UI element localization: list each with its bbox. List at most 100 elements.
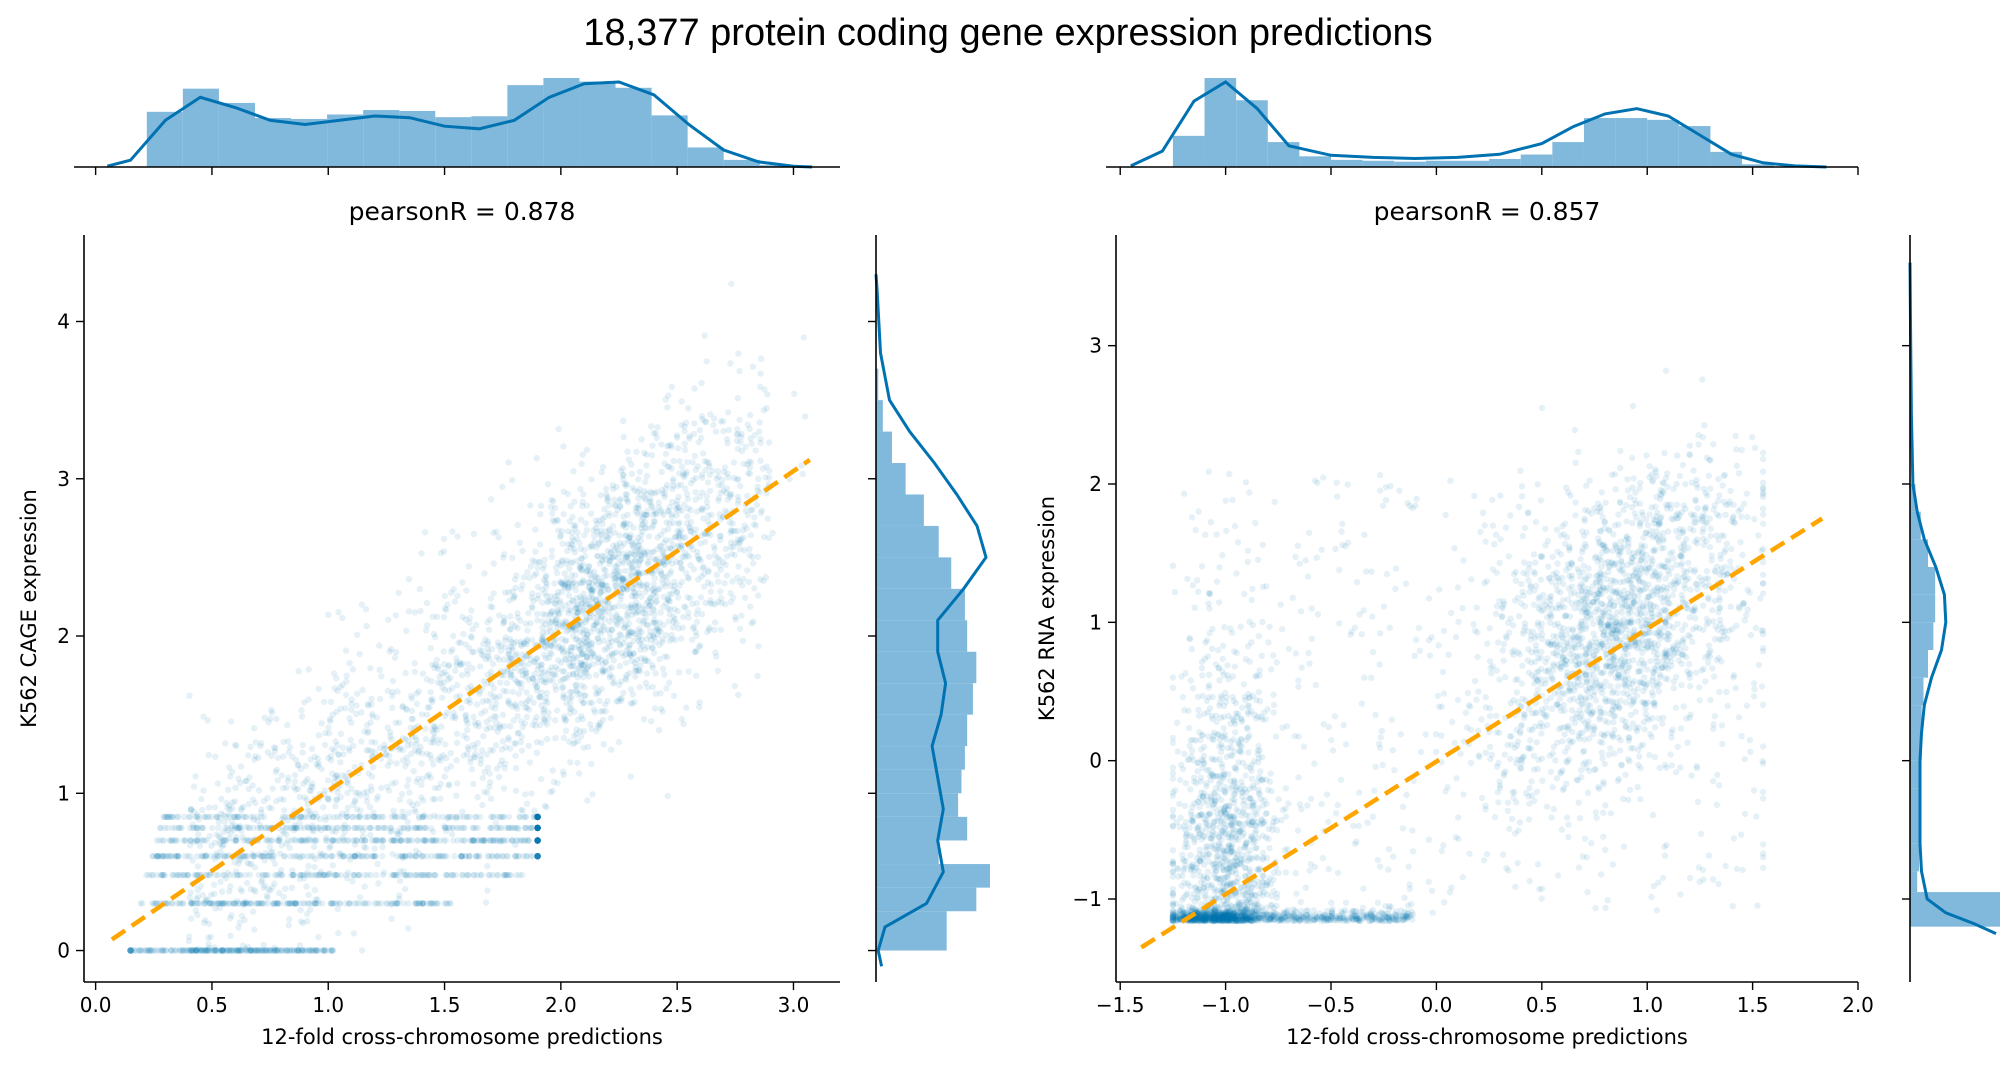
panel-1-point [608,715,614,721]
panel-1-point [504,680,510,686]
panel-1-point [251,926,257,932]
panel-1-point [454,731,460,737]
panel-1-point [298,707,304,713]
panel-1-point [574,530,580,536]
panel-1-point [506,597,512,603]
panel-2-point [1477,529,1483,535]
panel-1-point [372,853,378,859]
panel-1-point [180,947,186,953]
panel-1-point [696,704,702,710]
panel-1-point [274,767,280,773]
panel-1-point [480,775,486,781]
panel-1-point [666,611,672,617]
panel-1-point [582,658,588,664]
panel-1-point [650,684,656,690]
panel-1-point [195,831,201,837]
panel-1-point [157,825,163,831]
panel-2-point [1497,536,1503,542]
panel-1-point [440,752,446,758]
panel-1-point [646,533,652,539]
panel-1-point [611,650,617,656]
panel-1-point [300,900,306,906]
panel-2-point [1700,526,1706,532]
panel-2-point [1332,713,1338,719]
panel-1-point [459,853,465,859]
panel-1-point [528,790,534,796]
panel-1-point [304,872,310,878]
panel-1-point [373,872,379,878]
panel-1-point [629,700,635,706]
panel-1-point [258,814,264,820]
panel-1-point [385,762,391,768]
panel-1-point [223,875,229,881]
panel-1-point [765,516,771,522]
panel-1-point [445,825,451,831]
panel-1-point [215,825,221,831]
panel-1-point [238,805,244,811]
panel-1-point [527,759,533,765]
panel-2-point [1487,713,1493,719]
panel-1-point [404,819,410,825]
panel-1-point [500,620,506,626]
panel-2-point [1279,626,1285,632]
panel-1-right-hist-bar [876,400,883,431]
panel-1-point [434,900,440,906]
panel-1-point [736,368,742,374]
panel-1-point [420,670,426,676]
panel-1-top-hist-bar [507,85,543,167]
panel-1-point [587,700,593,706]
panel-1-point [477,663,483,669]
panel-1-point [175,825,181,831]
panel-1-point [431,872,437,878]
panel-1-point [267,843,273,849]
panel-1-point [499,484,505,490]
panel-1-point [603,486,609,492]
panel-1-point [523,814,529,820]
panel-1-point [293,853,299,859]
panel-1-point [444,710,450,716]
panel-1-point [596,698,602,704]
panel-2-point [1609,472,1615,478]
panel-1-point [366,747,372,753]
panel-1-point [654,424,660,430]
panel-1-point [449,831,455,837]
panel-1-point [552,717,558,723]
panel-1-point [755,554,761,560]
panel-1-point [694,619,700,625]
panel-2-point [1557,695,1563,701]
panel-1-point [423,736,429,742]
panel-1-point [286,922,292,928]
panel-1-point [645,622,651,628]
panel-1-point [284,784,290,790]
panel-1-point [333,709,339,715]
panel-1-point [318,720,324,726]
panel-1-point [735,692,741,698]
panel-2-point [1426,595,1432,601]
panel-1-point [508,672,514,678]
panel-1-point [326,814,332,820]
panel-1-point [581,532,587,538]
panel-1-point [402,763,408,769]
panel-1-point [424,773,430,779]
panel-1-point [358,738,364,744]
panel-1-point [632,552,638,558]
panel-1-point [417,608,423,614]
panel-1-point [561,735,567,741]
panel-2-point [1283,869,1289,875]
panel-1-point [424,600,430,606]
panel-1-point [422,529,428,535]
panel-1-point [139,900,145,906]
panel-1-point [368,696,374,702]
panel-1-point [469,766,475,772]
panel-1-point [652,490,658,496]
panel-1-point [573,637,579,643]
panel-2-point [1178,673,1184,679]
panel-2-point [1739,552,1745,558]
panel-1-point [495,872,501,878]
panel-1-point [185,853,191,859]
panel-1-right-hist-bar [876,683,973,714]
panel-1-point [695,607,701,613]
panel-2-point [1676,657,1682,663]
panel-1-point [426,704,432,710]
